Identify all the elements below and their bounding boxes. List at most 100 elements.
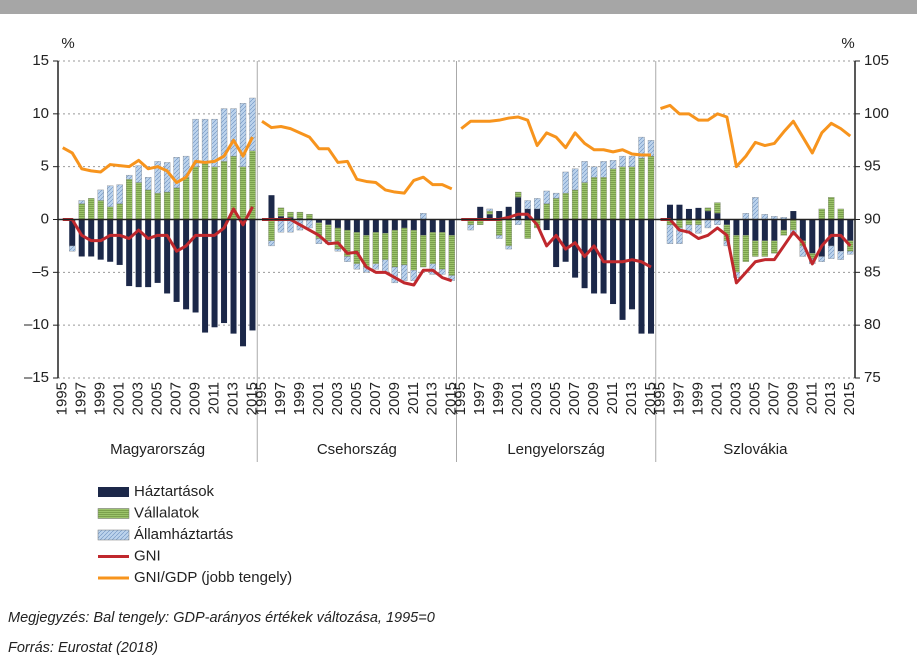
x-tick-label: 2007 xyxy=(168,382,185,415)
bar xyxy=(742,235,750,262)
x-tick-label: 2005 xyxy=(547,382,564,415)
bar xyxy=(201,118,209,162)
bar xyxy=(211,166,218,220)
bar xyxy=(552,192,560,199)
bar xyxy=(429,219,436,233)
bar xyxy=(581,161,588,183)
x-tick-label: 2005 xyxy=(348,382,365,415)
line xyxy=(261,119,453,195)
y-unit: % xyxy=(61,35,74,52)
x-tick-label: 2003 xyxy=(528,382,545,415)
bar xyxy=(344,256,351,262)
x-tick-label: 1995 xyxy=(54,382,71,415)
x-tick-label: 2001 xyxy=(310,382,327,415)
bar xyxy=(410,229,417,271)
bar xyxy=(116,219,123,265)
x-tick-label: 2003 xyxy=(130,382,147,415)
bar xyxy=(666,204,673,220)
bar xyxy=(552,198,560,220)
x-tick-label: 1995 xyxy=(452,382,469,415)
bar xyxy=(315,219,322,223)
bar xyxy=(590,177,598,220)
x-tick-label: 1997 xyxy=(272,382,289,415)
bar xyxy=(135,165,142,183)
bar xyxy=(600,219,607,294)
bar xyxy=(600,161,607,178)
x-tick-label: 2013 xyxy=(224,382,241,415)
bar xyxy=(742,219,749,236)
bar xyxy=(619,219,626,320)
x-tick-label: 1995 xyxy=(253,382,270,415)
bar xyxy=(448,235,455,276)
bar xyxy=(571,189,579,220)
y-tick-label: 0 xyxy=(41,210,49,227)
bar xyxy=(107,206,114,220)
bar xyxy=(590,166,598,178)
bar xyxy=(429,232,436,265)
bar xyxy=(591,219,598,294)
x-tick-label: 2005 xyxy=(746,382,763,415)
bar xyxy=(695,207,702,220)
legend-swatch xyxy=(97,508,130,519)
bar xyxy=(401,264,408,281)
x-tick-label: 2013 xyxy=(424,382,441,415)
x-tick-label: 2001 xyxy=(509,382,526,415)
bar xyxy=(353,263,361,270)
x-tick-label: 1999 xyxy=(92,382,109,415)
bar xyxy=(619,155,626,167)
bar xyxy=(543,219,550,231)
x-tick-label: 1999 xyxy=(291,382,308,415)
bar xyxy=(581,182,588,220)
bar xyxy=(828,245,835,259)
bar xyxy=(439,232,446,270)
bar xyxy=(173,157,180,188)
bar xyxy=(638,219,645,334)
line xyxy=(660,103,852,169)
bar xyxy=(382,219,389,234)
bar xyxy=(647,155,655,220)
bar xyxy=(704,207,712,212)
bar xyxy=(334,248,342,252)
bar xyxy=(837,251,844,260)
bar xyxy=(600,177,607,220)
bar xyxy=(116,184,123,204)
bar xyxy=(144,177,152,191)
bar xyxy=(69,245,76,252)
bar xyxy=(135,182,142,220)
bar xyxy=(505,219,512,247)
bar xyxy=(818,219,825,257)
bar xyxy=(742,213,750,220)
bar xyxy=(420,219,427,236)
bar xyxy=(780,229,787,236)
bar xyxy=(296,211,304,219)
bar xyxy=(629,219,636,310)
bar xyxy=(837,208,844,220)
bar xyxy=(761,240,769,257)
legend-swatch xyxy=(97,529,130,541)
bar xyxy=(628,155,636,167)
bar xyxy=(752,240,759,257)
x-tick-label: 2015 xyxy=(642,382,659,415)
bar xyxy=(107,219,114,262)
bar xyxy=(325,219,332,225)
bar xyxy=(78,219,85,257)
bar xyxy=(249,97,256,151)
bar xyxy=(638,158,645,220)
bar xyxy=(126,174,133,180)
bar xyxy=(372,219,379,233)
bar xyxy=(515,191,522,198)
bar xyxy=(467,224,474,231)
bar xyxy=(116,203,123,220)
header-bar xyxy=(0,0,917,14)
bar xyxy=(496,219,503,236)
x-tick-label: 2011 xyxy=(604,382,621,414)
bar xyxy=(733,219,740,236)
bar xyxy=(609,168,617,220)
y2-tick-label: 100 xyxy=(864,105,889,122)
bar xyxy=(78,203,85,220)
bar xyxy=(543,190,550,204)
y-tick-label: –15 xyxy=(24,369,49,386)
source: Forrás: Eurostat (2018) xyxy=(8,640,158,656)
bar xyxy=(790,219,797,231)
bar xyxy=(847,251,854,255)
